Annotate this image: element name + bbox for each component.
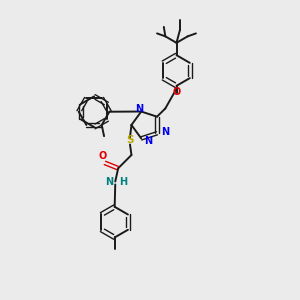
Text: N: N bbox=[144, 136, 152, 146]
Text: N: N bbox=[161, 127, 169, 137]
Text: N: N bbox=[105, 177, 113, 187]
Text: N: N bbox=[135, 104, 143, 115]
Text: O: O bbox=[98, 151, 107, 161]
Text: H: H bbox=[119, 177, 128, 187]
Text: O: O bbox=[172, 87, 181, 97]
Text: S: S bbox=[126, 135, 134, 145]
